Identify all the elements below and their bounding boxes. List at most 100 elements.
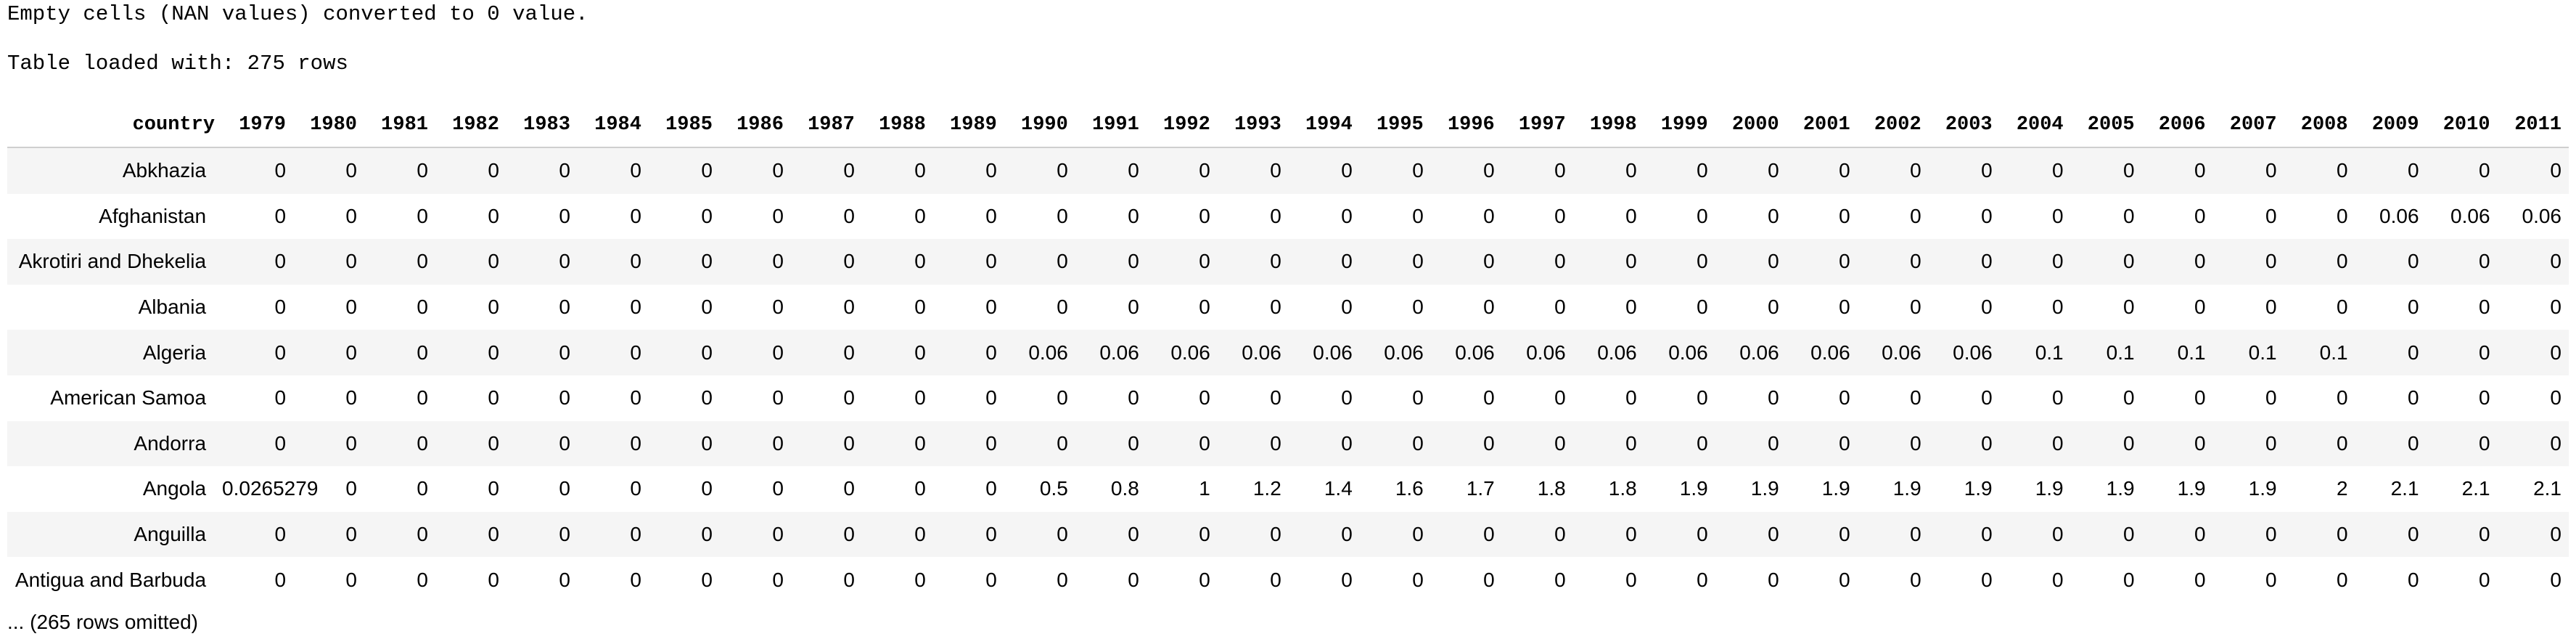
value-cell: 0 bbox=[506, 511, 578, 558]
country-cell: Angola bbox=[142, 477, 207, 500]
value-cell: 0 bbox=[2355, 330, 2427, 375]
value-cell: 0 bbox=[1981, 204, 1993, 227]
value-cell: 0 bbox=[1483, 204, 1495, 227]
value-cell: 0 bbox=[1572, 511, 1644, 558]
value-cell: 0 bbox=[1412, 568, 1424, 591]
value-cell: 0 bbox=[772, 386, 784, 410]
value-cell: 0 bbox=[577, 239, 649, 285]
value-cell: 0 bbox=[2426, 511, 2498, 558]
country-cell: Albania bbox=[138, 296, 207, 319]
value-cell: 0 bbox=[843, 386, 855, 410]
value-cell: 0 bbox=[2284, 511, 2355, 558]
value-cell: 0 bbox=[1359, 239, 1431, 285]
value-cell: 0 bbox=[2497, 511, 2569, 558]
value-cell: 0 bbox=[1146, 420, 1218, 467]
column-header-year: 1989 bbox=[932, 103, 1004, 148]
value-cell: 0 bbox=[222, 511, 294, 558]
value-cell: 0 bbox=[577, 420, 649, 467]
value-cell: 0.06 bbox=[1928, 330, 2000, 375]
value-cell: 1.4 bbox=[1324, 477, 1353, 500]
value-cell: 0 bbox=[1697, 568, 1708, 591]
value-cell: 0 bbox=[1359, 511, 1431, 558]
value-cell: 0 bbox=[2123, 296, 2135, 319]
value-cell: 0 bbox=[345, 296, 357, 319]
nan-conversion-message: Empty cells (NAN values) converted to 0 … bbox=[7, 2, 588, 26]
column-header-year: 1995 bbox=[1359, 103, 1431, 148]
value-cell: 0 bbox=[2212, 239, 2284, 285]
value-cell: 0 bbox=[772, 477, 784, 500]
country-cell: Abkhazia bbox=[7, 147, 223, 194]
table-row: Angola 0.0265279 0 0 0 0 0 0 0 0 0 0 0.5 0.8 1 1.2 1.4 1.… bbox=[7, 466, 2569, 512]
value-cell: 0 bbox=[2265, 204, 2277, 227]
value-cell: 0 bbox=[1270, 386, 1281, 410]
value-cell: 0 bbox=[648, 239, 720, 285]
value-cell: 0 bbox=[914, 204, 926, 227]
value-cell: 0 bbox=[2550, 568, 2561, 591]
value-cell: 0 bbox=[364, 239, 435, 285]
column-header-year: 1997 bbox=[1501, 103, 1573, 148]
value-cell: 0 bbox=[2265, 296, 2277, 319]
value-cell: 0 bbox=[345, 204, 357, 227]
value-cell: 0 bbox=[1857, 511, 1929, 558]
value-cell: 0 bbox=[293, 511, 364, 558]
value-cell: 0 bbox=[2070, 420, 2142, 467]
value-cell: 0.06 bbox=[2379, 204, 2419, 227]
value-cell: 0 bbox=[1199, 568, 1210, 591]
column-header-year: 1999 bbox=[1644, 103, 1715, 148]
value-cell: 0 bbox=[435, 420, 506, 467]
value-cell: 0.06 bbox=[1359, 330, 1431, 375]
value-cell: 0 bbox=[985, 568, 997, 591]
value-cell: 0 bbox=[2426, 420, 2498, 467]
value-cell: 1.8 bbox=[1608, 477, 1637, 500]
column-header-country: country bbox=[7, 103, 223, 148]
value-cell: 0 bbox=[701, 477, 713, 500]
value-cell: 0 bbox=[790, 330, 862, 375]
value-cell: 0 bbox=[1786, 239, 1858, 285]
value-cell: 0 bbox=[2497, 420, 2569, 467]
value-cell: 0 bbox=[932, 147, 1004, 194]
column-header-year: 2009 bbox=[2355, 103, 2427, 148]
value-cell: 0 bbox=[1715, 511, 1787, 558]
value-cell: 0 bbox=[577, 147, 649, 194]
value-cell: 0 bbox=[364, 147, 435, 194]
value-cell: 0.06 bbox=[1572, 330, 1644, 375]
value-cell: 0 bbox=[1004, 420, 1075, 467]
value-cell: 0 bbox=[1146, 511, 1218, 558]
value-cell: 0 bbox=[861, 147, 933, 194]
value-cell: 0 bbox=[1999, 420, 2071, 467]
value-cell: 0 bbox=[1572, 239, 1644, 285]
value-cell: 0 bbox=[1057, 296, 1068, 319]
value-cell: 0.06 bbox=[1857, 330, 1929, 375]
value-cell: 0 bbox=[345, 386, 357, 410]
value-cell: 0.06 bbox=[1501, 330, 1573, 375]
value-cell: 1.9 bbox=[2106, 477, 2135, 500]
value-cell: 0.06 bbox=[2522, 204, 2562, 227]
value-cell: 0 bbox=[1199, 386, 1210, 410]
value-cell: 0 bbox=[1217, 420, 1289, 467]
value-cell: 0 bbox=[2194, 386, 2206, 410]
table-row: Algeria 0 0 0 0 0 0 0 0 0 0 0 0.06 0.06 0.06 0.06 0.06 0.… bbox=[7, 330, 2569, 375]
value-cell: 0 bbox=[1430, 511, 1502, 558]
value-cell: 0 bbox=[630, 568, 641, 591]
value-cell: 0 bbox=[2336, 296, 2348, 319]
value-cell: 0 bbox=[2212, 420, 2284, 467]
value-cell: 0 bbox=[2497, 147, 2569, 194]
value-cell: 0 bbox=[1857, 147, 1929, 194]
value-cell: 0 bbox=[1288, 147, 1360, 194]
value-cell: 0 bbox=[790, 420, 862, 467]
country-cell: Andorra bbox=[7, 420, 223, 467]
value-cell: 0.06 bbox=[1004, 330, 1075, 375]
column-header-year: 1981 bbox=[364, 103, 435, 148]
rows-omitted-note: ... (265 rows omitted) bbox=[7, 611, 198, 633]
value-cell: 0 bbox=[2284, 147, 2355, 194]
value-cell: 0 bbox=[2407, 296, 2419, 319]
column-header-year: 1988 bbox=[861, 103, 933, 148]
value-cell: 0 bbox=[861, 239, 933, 285]
value-cell: 0 bbox=[506, 147, 578, 194]
value-cell: 0.1 bbox=[2141, 330, 2213, 375]
value-cell: 0 bbox=[1910, 568, 1921, 591]
value-cell: 0 bbox=[1839, 568, 1850, 591]
value-cell: 0 bbox=[1217, 511, 1289, 558]
value-cell: 0 bbox=[2052, 296, 2064, 319]
value-cell: 0 bbox=[2426, 147, 2498, 194]
